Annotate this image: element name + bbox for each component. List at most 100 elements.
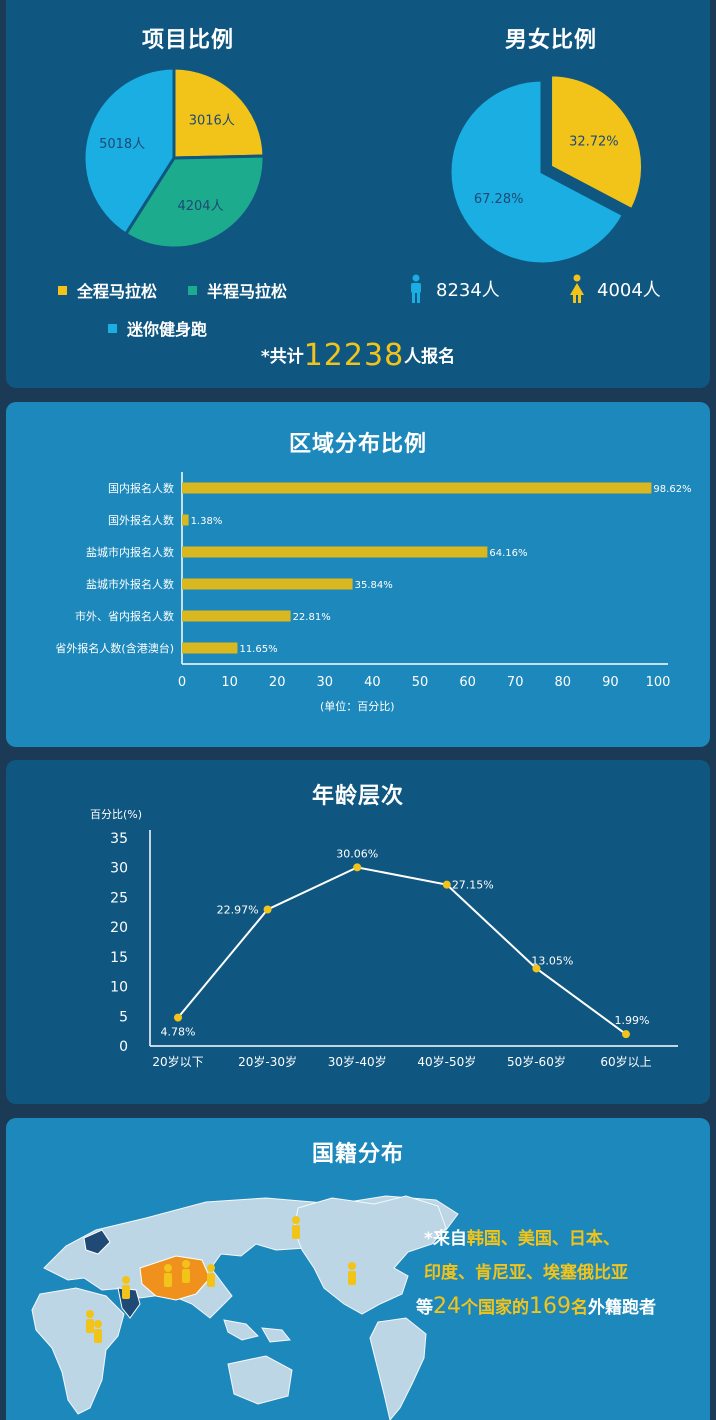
age-value-label: 4.78% xyxy=(161,1026,196,1039)
region-bar xyxy=(182,482,652,494)
region-bar xyxy=(182,514,189,526)
male-icon xyxy=(411,274,421,303)
legend-swatch xyxy=(58,285,67,295)
region-unit-label: (单位：百分比) xyxy=(320,700,395,713)
bar-x-tick: 60 xyxy=(459,675,476,690)
legend-label: 全程马拉松 xyxy=(77,282,158,301)
south-america-shape xyxy=(369,1317,427,1420)
bar-value-label: 98.62% xyxy=(653,484,691,495)
nat-text-b: 个国家的 xyxy=(461,1298,529,1318)
runner-marker-usa xyxy=(348,1262,356,1285)
gender-slice-1 xyxy=(448,78,626,266)
project-slice-label: 3016人 xyxy=(189,113,235,128)
gender-slice-label: 32.72% xyxy=(569,135,619,150)
bar-x-tick: 40 xyxy=(364,675,381,690)
female-count-label: 4004人 xyxy=(597,280,661,301)
region-bar xyxy=(182,578,353,590)
se-asia-shape xyxy=(223,1319,291,1343)
age-panel: 年龄层次 百分比(%) 0 5 10 15 20 25 30 35 20岁以下 20岁-30岁 30… xyxy=(6,760,710,1104)
region-panel: 区域分布比例 0 10 20 30 40 50 60 70 80 90 100 国内报名人数 98.62… xyxy=(6,402,710,747)
age-y-label: 百分比(%) xyxy=(90,808,143,821)
age-value-label: 1.99% xyxy=(615,1014,650,1027)
nationality-line-1: *来自韩国、美国、日本、 xyxy=(424,1222,710,1256)
line-y-tick: 5 xyxy=(119,1009,128,1025)
bar-x-tick: 50 xyxy=(412,675,429,690)
africa-shape xyxy=(31,1287,125,1415)
age-title: 年龄层次 xyxy=(311,784,404,809)
age-data-point xyxy=(442,880,451,889)
legend-mini-run: 迷你健身跑 xyxy=(108,316,207,340)
bar-x-tick: 0 xyxy=(178,675,186,690)
bar-x-tick: 90 xyxy=(602,675,619,690)
age-value-label: 30.06% xyxy=(336,847,378,860)
region-title: 区域分布比例 xyxy=(288,432,427,457)
summary-panel: 项目比例 男女比例 3016人 4204人 5018人 32.72% 67.28% 全… xyxy=(6,0,710,388)
age-value-label: 13.05% xyxy=(531,954,573,967)
gender-pie-chart: 32.72% 67.28% xyxy=(448,73,645,266)
nationality-title: 国籍分布 xyxy=(311,1142,404,1167)
bar-category-label: 国外报名人数 xyxy=(108,513,174,527)
legend-full-marathon: 全程马拉松 xyxy=(58,278,157,302)
bar-x-tick: 20 xyxy=(269,675,286,690)
australia-shape xyxy=(227,1355,293,1405)
world-map xyxy=(31,1195,459,1420)
nat-country-count: 24 xyxy=(433,1294,461,1319)
nat-countries-1: 韩国、美国、日本、 xyxy=(466,1229,620,1249)
female-icon xyxy=(570,274,584,303)
gender-slice-label: 67.28% xyxy=(474,192,524,207)
bar-value-label: 1.38% xyxy=(191,516,223,527)
line-y-tick: 35 xyxy=(110,831,128,847)
nat-text-c: 名 xyxy=(571,1298,588,1318)
project-slice-label: 4204人 xyxy=(177,199,223,214)
age-line-chart: 0 5 10 15 20 25 30 35 20岁以下 20岁-30岁 30岁-40岁 40岁-50岁… xyxy=(110,830,678,1069)
gender-title: 男女比例 xyxy=(504,28,597,53)
russia-highlight xyxy=(83,1229,111,1255)
bar-x-tick: 10 xyxy=(221,675,238,690)
legend-swatch xyxy=(188,285,197,295)
bar-category-label: 盐城市外报名人数 xyxy=(86,577,174,591)
nationality-line-2: 印度、肯尼亚、埃塞俄比亚 xyxy=(424,1256,710,1290)
total-registrations: *共计12238人报名 xyxy=(6,338,710,373)
runner-marker-europe xyxy=(292,1216,300,1239)
project-slice-2 xyxy=(82,66,176,237)
total-suffix: 人报名 xyxy=(404,347,456,367)
legend-half-marathon: 半程马拉松 xyxy=(188,278,287,302)
age-data-point xyxy=(263,905,272,914)
legend-label: 半程马拉松 xyxy=(207,282,288,301)
project-pie-chart: 3016人 4204人 5018人 xyxy=(82,66,266,250)
legend-swatch xyxy=(108,323,117,333)
nat-countries-2: 印度、肯尼亚、埃塞俄比亚 xyxy=(424,1263,628,1283)
bar-x-tick: 100 xyxy=(646,675,671,690)
nationality-panel: 国籍分布 *来 xyxy=(6,1118,710,1420)
line-x-tick: 40岁-50岁 xyxy=(417,1054,476,1069)
nat-text-d: 外籍跑者 xyxy=(588,1298,656,1318)
bar-category-label: 市外、省内报名人数 xyxy=(75,609,174,623)
age-data-point xyxy=(622,1030,630,1039)
line-y-tick: 10 xyxy=(110,980,128,996)
bar-category-label: 省外报名人数(含港澳台) xyxy=(55,641,174,655)
gender-slice-0 xyxy=(549,73,645,212)
project-slice-0 xyxy=(172,66,266,160)
age-value-label: 22.97% xyxy=(217,903,259,916)
line-y-tick: 20 xyxy=(110,920,128,936)
bar-x-tick: 30 xyxy=(317,675,334,690)
nationality-text: *来自韩国、美国、日本、 印度、肯尼亚、埃塞俄比亚 等24个国家的169名外籍跑… xyxy=(416,1222,710,1325)
bar-category-label: 国内报名人数 xyxy=(108,481,174,495)
line-y-tick: 15 xyxy=(110,950,128,966)
line-x-tick: 20岁-30岁 xyxy=(238,1054,297,1069)
region-bar xyxy=(182,546,488,558)
total-prefix: *共计 xyxy=(260,347,304,367)
bar-x-tick: 70 xyxy=(507,675,524,690)
line-x-tick: 60岁以上 xyxy=(600,1054,651,1069)
male-count-label: 8234人 xyxy=(436,280,500,301)
nationality-line-3: 等24个国家的169名外籍跑者 xyxy=(416,1290,710,1325)
region-bar-chart: 0 10 20 30 40 50 60 70 80 90 100 国内报名人数 98.62% 国外报名人数… xyxy=(55,472,692,690)
bar-x-tick: 80 xyxy=(555,675,572,690)
line-x-tick: 50岁-60岁 xyxy=(507,1054,566,1069)
china-highlight xyxy=(139,1255,211,1301)
nat-text-a: 等 xyxy=(416,1298,433,1318)
north-america-shape xyxy=(293,1195,447,1315)
region-bar xyxy=(182,642,238,654)
line-x-tick: 20岁以下 xyxy=(152,1054,203,1069)
runner-marker-east-asia xyxy=(182,1260,190,1283)
